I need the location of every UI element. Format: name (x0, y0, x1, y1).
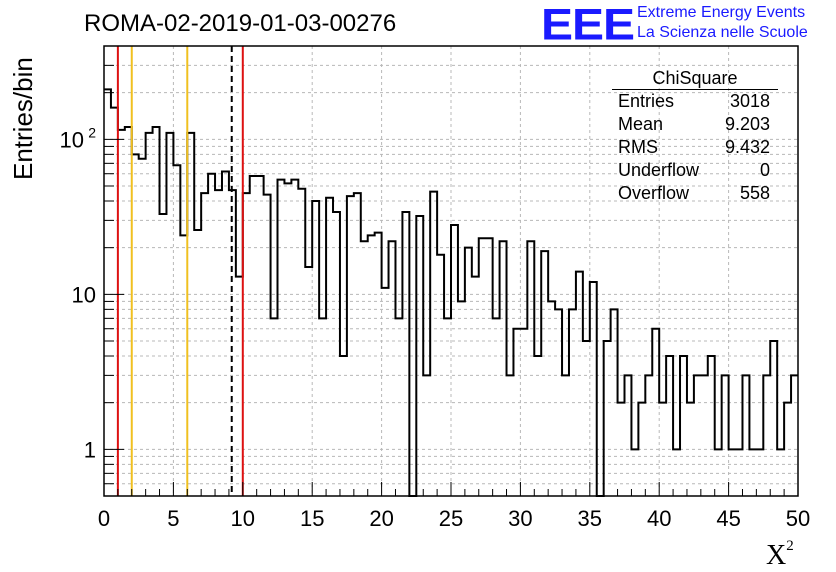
eee-logo: EEE (541, 0, 635, 50)
y-tick-label: 10 (72, 282, 96, 307)
y-tick-label-superscript: 2 (88, 124, 96, 140)
x-tick-label: 35 (578, 506, 602, 531)
stats-box: ChiSquare Entries 3018 Mean 9.203 RMS 9.… (612, 67, 778, 205)
logo-caption: Extreme Energy Events La Scienza nelle S… (637, 3, 808, 43)
stats-row-underflow: Underflow 0 (612, 159, 778, 182)
stats-title: ChiSquare (612, 67, 778, 90)
histogram-line (104, 88, 798, 497)
stats-label: Underflow (618, 160, 700, 180)
x-tick-label: 0 (98, 506, 110, 531)
stats-value: 9.432 (724, 137, 770, 157)
stats-row-overflow: Overflow 558 (612, 182, 778, 205)
x-tick-label: 25 (439, 506, 463, 531)
x-tick-label: 30 (508, 506, 532, 531)
x-axis-label: X2 (766, 538, 794, 572)
stats-row-rms: RMS 9.432 (612, 136, 778, 159)
x-axis-label-base: X (766, 540, 787, 571)
stats-row-mean: Mean 9.203 (612, 113, 778, 136)
stats-value: 558 (739, 183, 770, 203)
logo-caption-line2: La Scienza nelle Scuole (637, 24, 808, 41)
x-tick-label: 50 (786, 506, 810, 531)
x-tick-label: 40 (647, 506, 671, 531)
x-tick-label: 45 (716, 506, 740, 531)
logo-caption-line1: Extreme Energy Events (637, 4, 806, 21)
stats-value: 9.203 (724, 114, 770, 134)
y-tick-label: 1 (84, 437, 96, 462)
stats-label: RMS (618, 137, 658, 157)
stats-value: 0 (759, 160, 770, 180)
x-tick-label: 15 (300, 506, 324, 531)
y-tick-label: 10 (60, 127, 84, 152)
stats-row-entries: Entries 3018 (612, 90, 778, 113)
stats-label: Mean (618, 114, 664, 134)
x-tick-label: 10 (231, 506, 255, 531)
y-axis-label: Entries/bin (8, 57, 38, 180)
chart-title: ROMA-02-2019-01-03-00276 (84, 10, 397, 37)
stats-label: Entries (618, 91, 675, 111)
x-axis-label-superscript: 2 (786, 538, 794, 554)
x-tick-label: 5 (167, 506, 179, 531)
stats-value: 3018 (729, 91, 770, 111)
x-tick-label: 20 (369, 506, 393, 531)
stats-label: Overflow (618, 183, 690, 203)
